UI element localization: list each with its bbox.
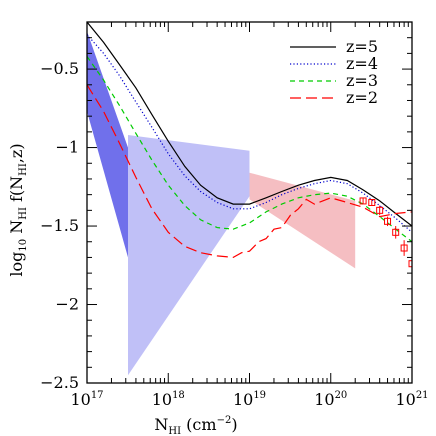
y-tick-label: −1.5 [40, 216, 79, 235]
y-axis-label-pre-sub: 10 [18, 239, 29, 252]
observation-point [384, 216, 392, 227]
observation-point [368, 199, 376, 206]
x-axis-label: NHI (cm−2) [154, 415, 237, 436]
legend-label: z=4 [346, 54, 378, 73]
y-axis-label-end: ,z) [7, 143, 26, 163]
band-3 [249, 172, 356, 269]
legend-label: z=5 [346, 37, 378, 56]
y-axis-label: log10 NHI f(NHI,z) [7, 143, 29, 276]
x-axis-label-end: ) [231, 415, 237, 434]
observation-point [359, 197, 367, 205]
band-1 [87, 31, 128, 258]
y-axis-label-f: f(N [7, 176, 26, 207]
uncertainty-bands [87, 31, 356, 376]
band-2 [128, 135, 250, 376]
observation-point [400, 240, 408, 256]
legend: z=5z=4z=3z=2 [290, 37, 378, 107]
y-axis-label-mid-sub: HI [18, 207, 29, 220]
series-line-z5 [87, 22, 412, 227]
y-tick-label: −0.5 [40, 59, 79, 78]
x-tick-label: 1021 [395, 390, 428, 409]
observation-point [392, 226, 400, 239]
series-lines [87, 22, 412, 259]
axis-ticks [86, 21, 413, 384]
tick-labels: 1017 1018 1019 1020 1021 −2.5 −2 −1.5 −1 −0.5 [40, 59, 428, 409]
x-axis-label-rest: (cm [181, 415, 216, 434]
x-tick-label: 1019 [233, 390, 266, 409]
observation-point [376, 205, 384, 216]
y-tick-label: −2.5 [40, 373, 79, 392]
observation-point [408, 255, 412, 272]
observation-points [359, 197, 412, 272]
x-tick-label: 1017 [70, 390, 103, 409]
series-line-z3 [87, 56, 412, 243]
y-tick-label: −1 [55, 138, 79, 157]
y-axis-label-pre: log [7, 252, 26, 277]
x-tick-label: 1020 [314, 390, 347, 409]
legend-label: z=3 [346, 71, 378, 90]
x-tick-label: 1018 [152, 390, 185, 409]
x-axis-label-sup: −2 [217, 415, 232, 426]
y-tick-label: −2 [55, 295, 79, 314]
legend-label: z=2 [346, 88, 378, 107]
y-axis-label-f-sub: HI [18, 163, 29, 176]
x-axis-label-sub: HI [168, 426, 181, 436]
series-line-z2 [87, 84, 412, 259]
y-axis-label-mid: N [7, 220, 26, 239]
x-axis-label-main: N [154, 415, 168, 434]
